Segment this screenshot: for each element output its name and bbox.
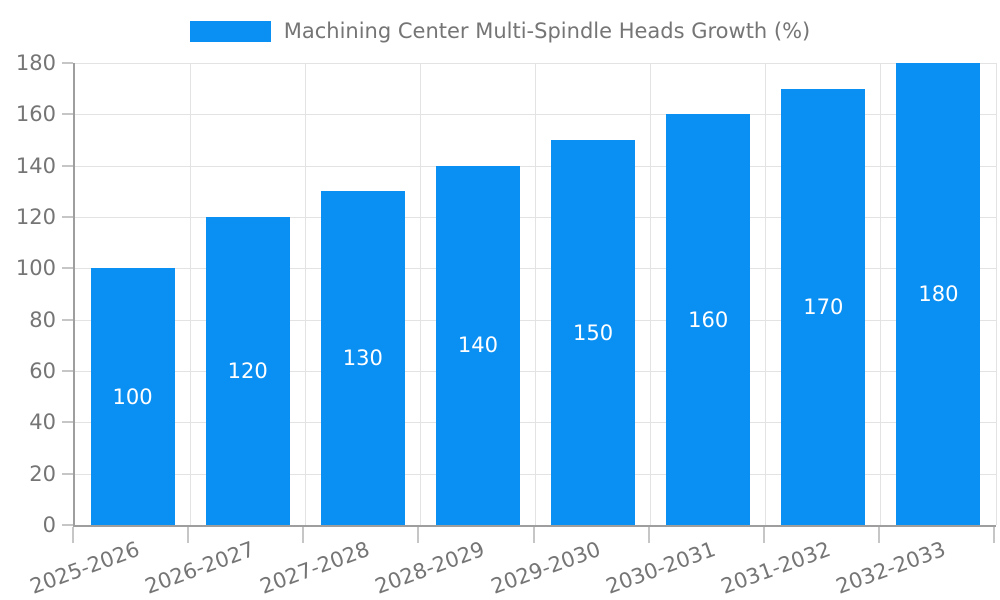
y-tick-label: 160 [15,102,56,127]
bar-value-label: 130 [342,346,383,371]
gridline-v [765,63,767,525]
bar: 100 [90,268,175,525]
x-tick-label: 2030-2031 [602,537,719,599]
bar-value-label: 140 [457,333,498,358]
bar: 160 [666,114,751,525]
x-axis-tick [647,527,650,543]
x-axis-tick [532,527,535,543]
y-tick-label: 80 [29,307,56,332]
y-axis-tick [62,318,73,321]
y-tick-label: 60 [29,359,56,383]
y-tick-label: 180 [15,51,56,75]
plot-area: 100 120 130 140 150 160 170 180 [73,63,997,527]
y-tick-label: 20 [29,461,56,486]
x-axis-tick [417,527,420,543]
bar: 170 [781,88,866,525]
bar-value-label: 180 [918,282,959,306]
gridline-v [650,63,652,525]
y-axis-tick [62,267,73,270]
gridline-v [419,63,421,525]
gridline-v [304,63,306,525]
y-tick-label: 40 [29,410,56,435]
gridline-v [995,63,997,525]
gridline-v [535,63,536,525]
x-axis-tick [993,527,995,543]
x-axis-tick [302,527,305,543]
x-tick-label: 2027-2028 [257,537,374,599]
bar: 120 [205,217,290,525]
bar: 140 [435,165,520,525]
x-tick-label: 2031-2032 [717,537,834,599]
x-tick-label: 2029-2030 [487,537,604,599]
gridline-v [189,63,191,525]
y-tick-label: 140 [15,153,56,178]
x-axis-tick [877,527,880,543]
y-tick-label: 100 [15,256,56,281]
x-tick-label: 2026-2027 [142,537,258,599]
legend-swatch [189,20,271,42]
y-tick-label: 0 [42,513,56,537]
x-axis-tick [762,527,765,543]
legend-series-label: Machining Center Multi-Spindle Heads Gro… [283,19,811,43]
x-tick-label: 2028-2029 [372,537,489,599]
y-axis-tick [62,216,73,218]
y-axis-tick [62,472,73,475]
bar: 130 [320,191,405,525]
gridline-v [880,63,882,525]
bar-value-label: 160 [688,307,729,332]
bar-value-label: 150 [573,320,614,345]
y-axis-tick [62,164,73,167]
x-axis-tick [187,527,190,543]
chart-legend: Machining Center Multi-Spindle Heads Gro… [0,17,1000,45]
y-axis-tick [62,524,73,526]
bar: 150 [551,140,636,525]
y-axis-tick [62,62,73,64]
y-tick-label: 120 [15,205,56,229]
bar: 180 [896,63,981,525]
y-axis-tick [62,370,73,372]
bar-value-label: 100 [112,384,153,409]
bar-value-label: 170 [803,294,844,319]
bar-value-label: 120 [227,359,268,383]
y-axis-tick [62,421,73,424]
x-tick-label: 2025-2026 [26,537,143,599]
x-axis-tick [72,527,74,543]
y-axis-tick [62,113,73,116]
x-tick-label: 2032-2033 [832,537,949,599]
